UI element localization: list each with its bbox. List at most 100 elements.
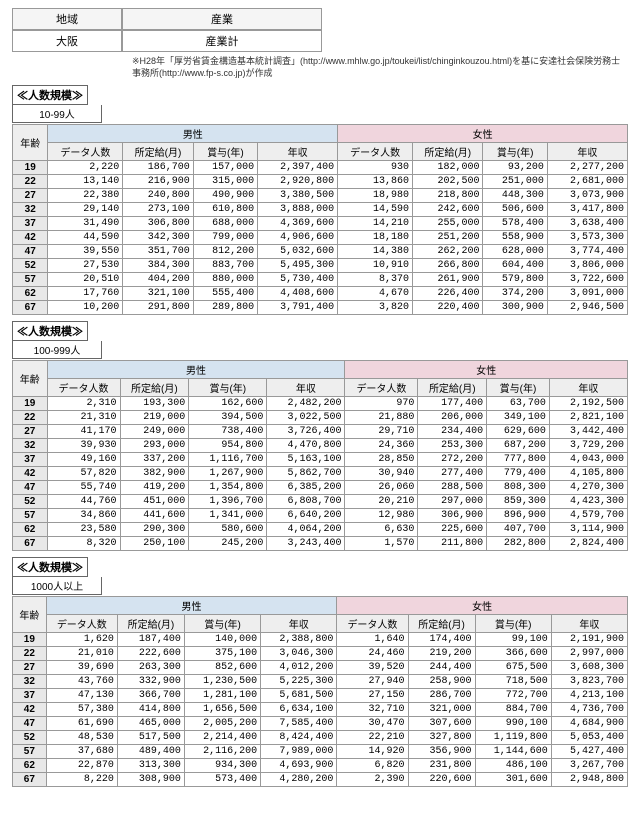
cell-value: 884,700 bbox=[475, 703, 551, 717]
cell-value: 1,341,000 bbox=[189, 509, 267, 523]
cell-value: 5,032,600 bbox=[258, 245, 338, 259]
cell-value: 3,267,700 bbox=[551, 759, 627, 773]
cell-value: 954,800 bbox=[189, 439, 267, 453]
cell-value: 30,470 bbox=[337, 717, 408, 731]
cell-age: 62 bbox=[13, 523, 48, 537]
cell-value: 20,510 bbox=[48, 273, 123, 287]
col-male: 男性 bbox=[46, 597, 337, 615]
cell-value: 4,670 bbox=[338, 287, 413, 301]
cell-value: 2,681,000 bbox=[547, 175, 627, 189]
cell-value: 219,000 bbox=[120, 411, 189, 425]
cell-value: 970 bbox=[345, 397, 418, 411]
cell-value: 249,000 bbox=[120, 425, 189, 439]
cell-age: 37 bbox=[13, 453, 48, 467]
cell-value: 55,740 bbox=[47, 481, 120, 495]
col-bon: 賞与(年) bbox=[475, 615, 551, 633]
cell-age: 27 bbox=[13, 189, 48, 203]
cell-value: 39,690 bbox=[46, 661, 117, 675]
cell-value: 490,900 bbox=[193, 189, 257, 203]
cell-value: 289,800 bbox=[193, 301, 257, 315]
cell-value: 688,000 bbox=[193, 217, 257, 231]
cell-value: 27,530 bbox=[48, 259, 123, 273]
cell-value: 4,105,800 bbox=[549, 467, 627, 481]
cell-value: 6,808,700 bbox=[267, 495, 345, 509]
cell-value: 18,180 bbox=[338, 231, 413, 245]
cell-value: 39,550 bbox=[48, 245, 123, 259]
cell-value: 27,940 bbox=[337, 675, 408, 689]
cell-value: 4,012,200 bbox=[261, 661, 337, 675]
cell-value: 321,100 bbox=[123, 287, 193, 301]
cell-value: 812,200 bbox=[193, 245, 257, 259]
cell-value: 63,700 bbox=[487, 397, 550, 411]
table-row: 5248,530517,5002,214,4008,424,40022,2103… bbox=[13, 731, 628, 745]
cell-value: 242,600 bbox=[413, 203, 483, 217]
cell-value: 675,500 bbox=[475, 661, 551, 675]
cell-value: 21,310 bbox=[47, 411, 120, 425]
cell-value: 47,130 bbox=[46, 689, 117, 703]
cell-age: 32 bbox=[13, 203, 48, 217]
region-label: 地域 bbox=[12, 8, 122, 30]
cell-value: 3,820 bbox=[338, 301, 413, 315]
cell-value: 3,608,300 bbox=[551, 661, 627, 675]
cell-value: 244,400 bbox=[408, 661, 475, 675]
table-row: 4739,550351,700812,2005,032,60014,380262… bbox=[13, 245, 628, 259]
cell-value: 579,800 bbox=[483, 273, 547, 287]
cell-value: 327,800 bbox=[408, 731, 475, 745]
cell-value: 99,100 bbox=[475, 633, 551, 647]
cell-value: 1,116,700 bbox=[189, 453, 267, 467]
cell-value: 307,600 bbox=[408, 717, 475, 731]
cell-age: 47 bbox=[13, 481, 48, 495]
cell-value: 414,800 bbox=[117, 703, 184, 717]
cell-value: 2,277,200 bbox=[547, 161, 627, 175]
cell-value: 10,200 bbox=[48, 301, 123, 315]
cell-value: 448,300 bbox=[483, 189, 547, 203]
cell-value: 375,100 bbox=[184, 647, 260, 661]
cell-value: 384,300 bbox=[123, 259, 193, 273]
cell-value: 1,144,600 bbox=[475, 745, 551, 759]
cell-value: 1,640 bbox=[337, 633, 408, 647]
cell-value: 290,300 bbox=[120, 523, 189, 537]
cell-value: 4,280,200 bbox=[261, 773, 337, 787]
cell-value: 286,700 bbox=[408, 689, 475, 703]
table-row: 3731,490306,800688,0004,369,60014,210255… bbox=[13, 217, 628, 231]
cell-age: 19 bbox=[13, 161, 48, 175]
col-mon: 所定給(月) bbox=[120, 379, 189, 397]
cell-value: 3,729,200 bbox=[549, 439, 627, 453]
cell-value: 240,800 bbox=[123, 189, 193, 203]
cell-value: 202,500 bbox=[413, 175, 483, 189]
cell-value: 266,800 bbox=[413, 259, 483, 273]
cell-value: 2,948,800 bbox=[551, 773, 627, 787]
cell-value: 629,600 bbox=[487, 425, 550, 439]
cell-value: 3,791,400 bbox=[258, 301, 338, 315]
cell-value: 186,700 bbox=[123, 161, 193, 175]
cell-value: 3,046,300 bbox=[261, 647, 337, 661]
wage-table: 年齢男性女性 データ人数所定給(月)賞与(年)年収データ人数所定給(月)賞与(年… bbox=[12, 124, 628, 315]
cell-value: 220,400 bbox=[413, 301, 483, 315]
cell-value: 177,400 bbox=[418, 397, 487, 411]
col-bon: 賞与(年) bbox=[483, 143, 547, 161]
cell-value: 880,000 bbox=[193, 273, 257, 287]
col-cnt: データ人数 bbox=[338, 143, 413, 161]
col-mon: 所定給(月) bbox=[408, 615, 475, 633]
cell-value: 21,010 bbox=[46, 647, 117, 661]
cell-value: 2,214,400 bbox=[184, 731, 260, 745]
cell-value: 219,200 bbox=[408, 647, 475, 661]
cell-value: 2,390 bbox=[337, 773, 408, 787]
table-row: 4257,820382,9001,267,9005,862,70030,9402… bbox=[13, 467, 628, 481]
cell-age: 47 bbox=[13, 245, 48, 259]
cell-value: 313,300 bbox=[117, 759, 184, 773]
cell-age: 42 bbox=[13, 467, 48, 481]
table-row: 2221,010222,600375,1003,046,30024,460219… bbox=[13, 647, 628, 661]
cell-age: 67 bbox=[13, 537, 48, 551]
col-ann: 年収 bbox=[267, 379, 345, 397]
cell-age: 57 bbox=[13, 745, 47, 759]
cell-value: 404,200 bbox=[123, 273, 193, 287]
cell-value: 337,200 bbox=[120, 453, 189, 467]
col-female: 女性 bbox=[345, 361, 628, 379]
cell-value: 3,888,000 bbox=[258, 203, 338, 217]
cell-value: 3,638,400 bbox=[547, 217, 627, 231]
cell-value: 282,800 bbox=[487, 537, 550, 551]
cell-value: 6,640,200 bbox=[267, 509, 345, 523]
col-ann: 年収 bbox=[551, 615, 627, 633]
cell-value: 8,424,400 bbox=[261, 731, 337, 745]
